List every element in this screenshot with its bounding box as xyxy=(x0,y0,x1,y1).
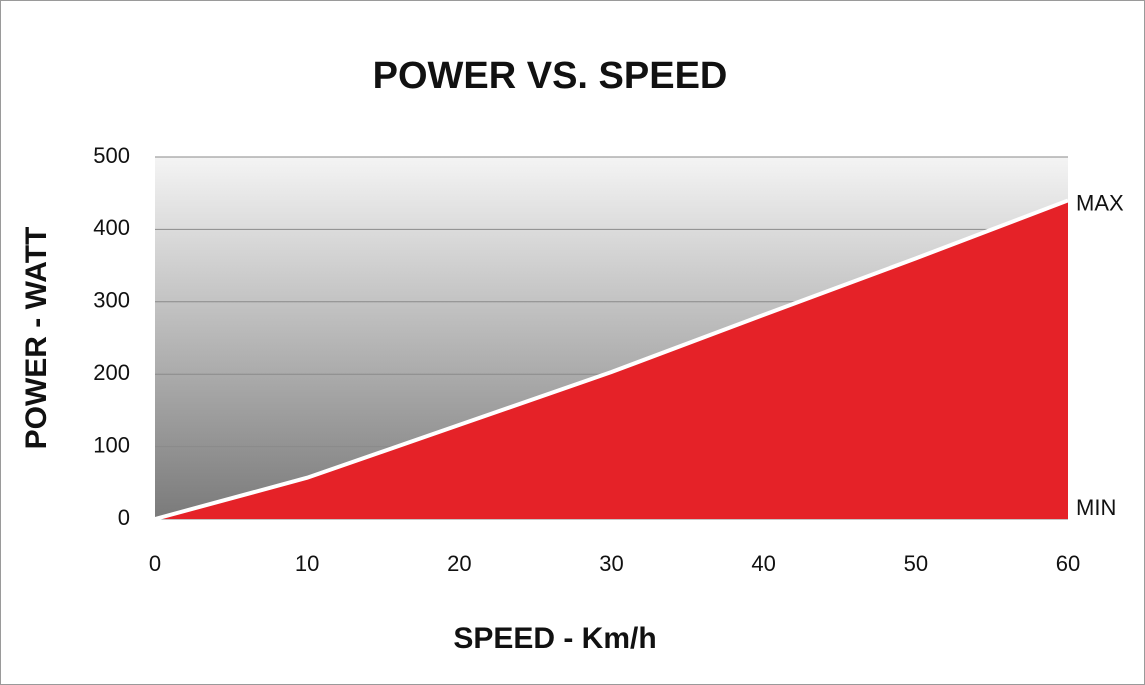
area xyxy=(155,200,1068,519)
x-tick-label: 40 xyxy=(751,551,775,576)
y-tick-label: 300 xyxy=(93,288,130,313)
chart-title: POWER VS. SPEED xyxy=(373,55,728,97)
y-tick-label: 400 xyxy=(93,215,130,240)
x-tick-label: 50 xyxy=(904,551,928,576)
y-tick-label: 500 xyxy=(93,143,130,168)
x-tick-label: 20 xyxy=(447,551,471,576)
x-tick-label: 0 xyxy=(149,551,161,576)
max-label: MAX xyxy=(1076,190,1124,215)
y-tick-label: 100 xyxy=(93,432,130,457)
line xyxy=(154,198,1069,521)
x-tick-label: 10 xyxy=(295,551,319,576)
x-tick-label: 60 xyxy=(1056,551,1080,576)
x-tick-label: 30 xyxy=(599,551,623,576)
y-tick-label: 0 xyxy=(118,505,130,530)
x-axis-title: SPEED - Km/h xyxy=(453,622,656,655)
min-label: MIN xyxy=(1076,495,1116,520)
y-tick-label: 200 xyxy=(93,360,130,385)
y-axis-title: POWER - WATT xyxy=(20,227,53,450)
